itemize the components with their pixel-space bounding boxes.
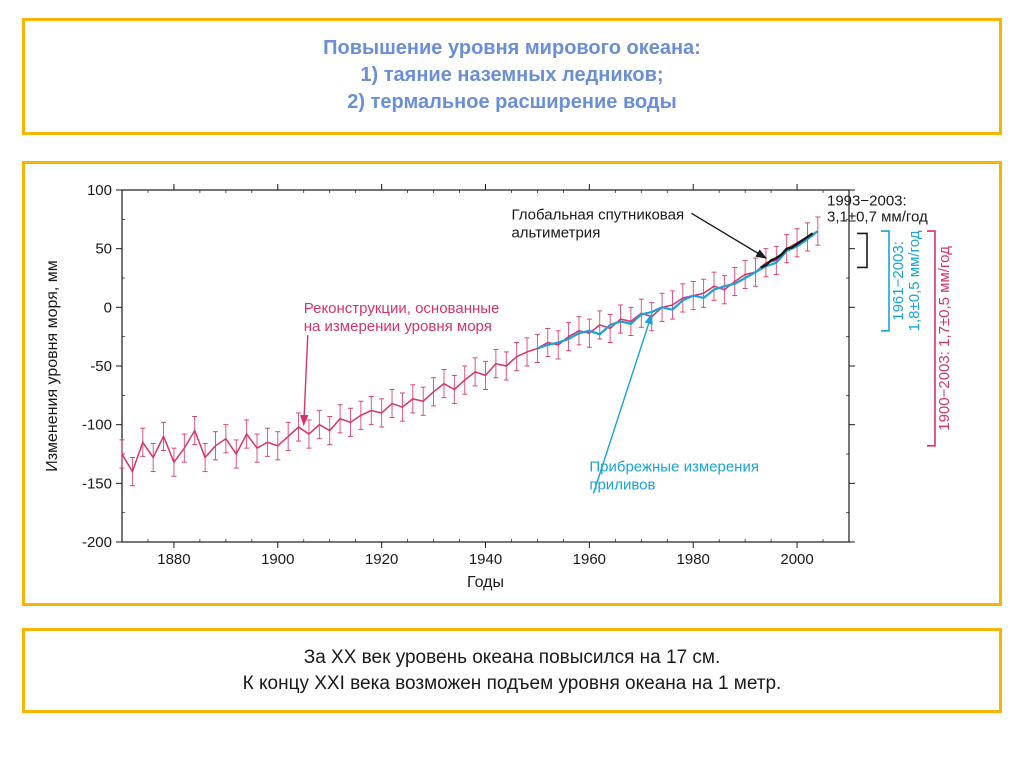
caption-line-1: За ХХ век уровень океана повысился на 17…	[45, 645, 979, 671]
title-line-2: 1) таяние наземных ледников;	[45, 62, 979, 89]
svg-text:-50: -50	[90, 358, 112, 375]
svg-text:приливов: приливов	[589, 477, 655, 494]
svg-text:100: 100	[87, 182, 112, 199]
svg-text:1993−2003:: 1993−2003:	[827, 192, 907, 209]
svg-text:50: 50	[95, 241, 112, 258]
svg-text:2000: 2000	[780, 551, 813, 568]
svg-text:альтиметрия: альтиметрия	[511, 224, 600, 241]
svg-text:1920: 1920	[365, 551, 398, 568]
svg-text:-200: -200	[82, 534, 112, 551]
svg-text:на измерении уровня моря: на измерении уровня моря	[304, 318, 492, 335]
caption-line-2: К концу ХХI века возможен подъем уровня …	[45, 671, 979, 697]
chart-panel: -200 -150 -100 -50 0 50 100 1880 1900 1920 1940 196…	[22, 161, 1002, 606]
svg-text:0: 0	[104, 299, 112, 316]
svg-text:Реконструкции, основанные: Реконструкции, основанные	[304, 300, 500, 317]
svg-text:1880: 1880	[157, 551, 190, 568]
svg-text:-100: -100	[82, 417, 112, 434]
svg-text:1900: 1900	[261, 551, 294, 568]
svg-text:1960: 1960	[573, 551, 606, 568]
svg-text:1980: 1980	[677, 551, 710, 568]
svg-text:Годы: Годы	[467, 574, 504, 591]
svg-text:-150: -150	[82, 475, 112, 492]
svg-text:1,8±0,5 мм/год: 1,8±0,5 мм/год	[906, 230, 923, 331]
svg-text:3,1±0,7 мм/год: 3,1±0,7 мм/год	[827, 208, 928, 225]
title-panel: Повышение уровня мирового океана: 1) тая…	[22, 18, 1002, 135]
svg-text:Изменения уровня моря, мм: Изменения уровня моря, мм	[44, 260, 61, 472]
svg-text:1961−2003:: 1961−2003:	[890, 241, 907, 321]
sea-level-chart: -200 -150 -100 -50 0 50 100 1880 1900 1920 1940 196…	[37, 172, 989, 597]
svg-text:1940: 1940	[469, 551, 502, 568]
title-line-1: Повышение уровня мирового океана:	[45, 35, 979, 62]
title-line-3: 2) термальное расширение воды	[45, 89, 979, 116]
caption-panel: За ХХ век уровень океана повысился на 17…	[22, 628, 1002, 713]
svg-text:Глобальная спутниковая: Глобальная спутниковая	[511, 206, 684, 223]
svg-text:1900−2003: 1,7±0,5 мм/год: 1900−2003: 1,7±0,5 мм/год	[936, 246, 953, 431]
svg-text:Прибрежные измерения: Прибрежные измерения	[589, 459, 759, 476]
